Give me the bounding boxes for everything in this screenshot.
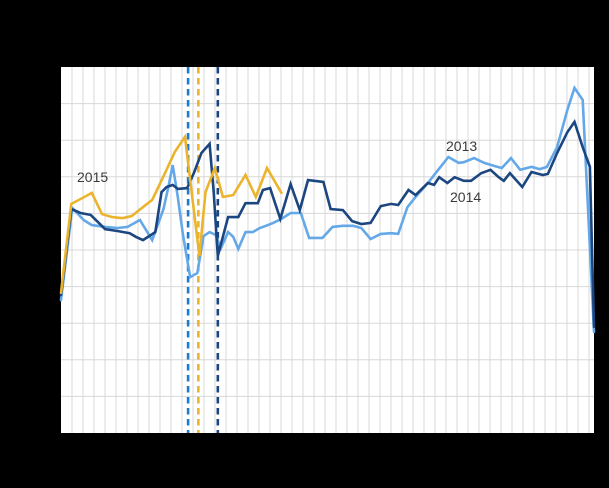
series-label-2014: 2014 xyxy=(450,189,481,205)
series-line-2014 xyxy=(59,119,596,329)
series-line-2013 xyxy=(59,84,596,334)
gridlines xyxy=(61,67,594,433)
series-label-2013: 2013 xyxy=(446,138,477,154)
series-line-2015 xyxy=(59,133,283,295)
series-label-2015: 2015 xyxy=(77,169,108,185)
